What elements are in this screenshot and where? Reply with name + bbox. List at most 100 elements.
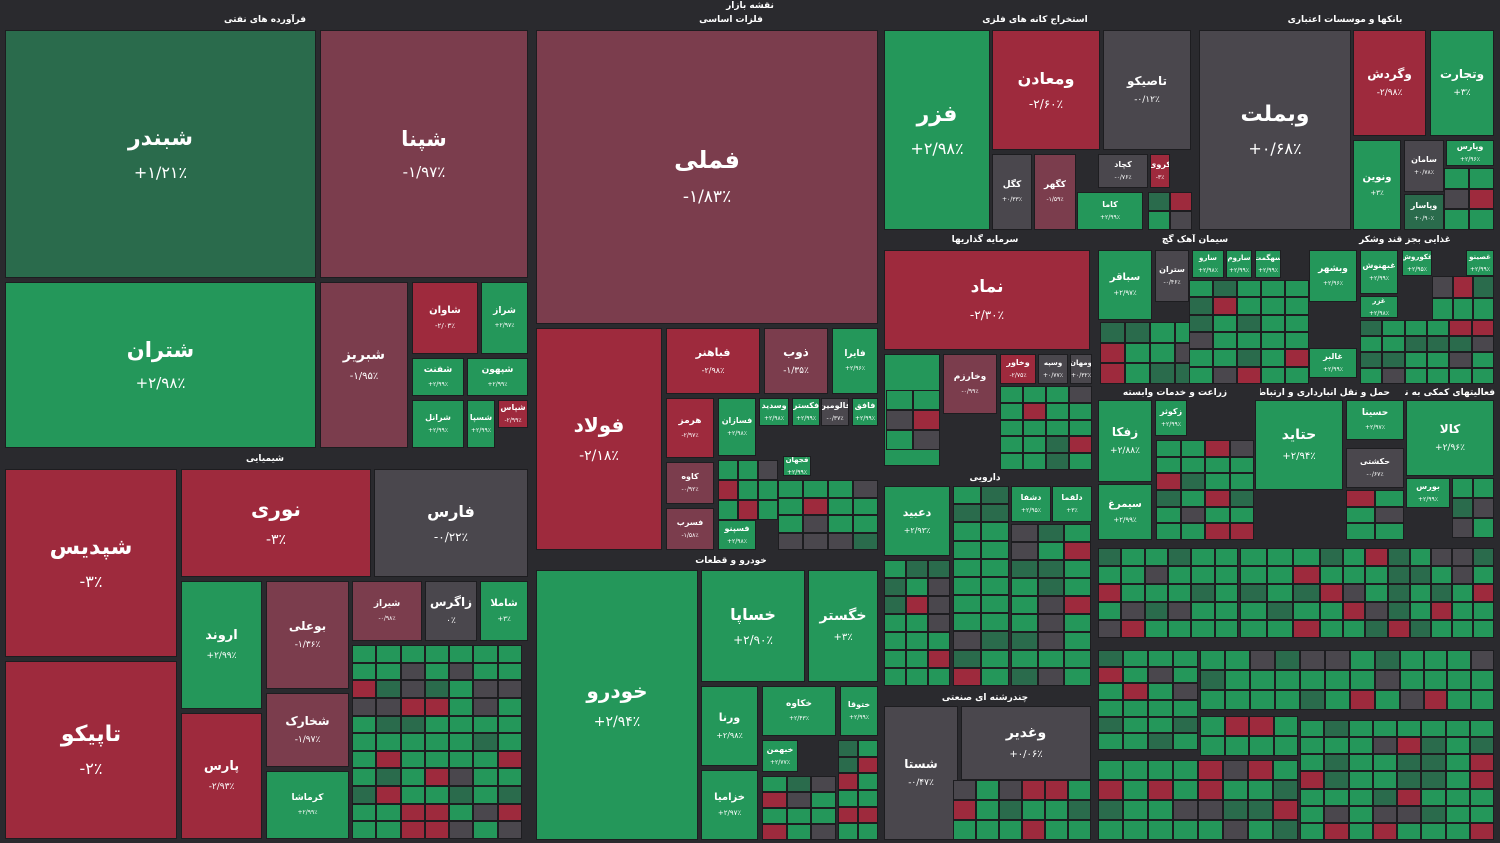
minor-stock-block[interactable]: [1431, 566, 1452, 584]
minor-stock-block[interactable]: [1400, 690, 1424, 710]
minor-stock-block[interactable]: [473, 733, 498, 751]
minor-stock-block[interactable]: [1200, 716, 1225, 736]
minor-stock-block[interactable]: [1168, 602, 1192, 620]
minor-stock-block[interactable]: [1397, 788, 1422, 806]
minor-stock-block[interactable]: [1173, 683, 1198, 700]
minor-stock-block[interactable]: [1022, 820, 1045, 840]
minor-stock-block[interactable]: [376, 715, 401, 734]
minor-stock-block[interactable]: [1064, 578, 1091, 596]
minor-stock-block[interactable]: [1148, 192, 1170, 211]
minor-stock-block[interactable]: [1375, 670, 1400, 690]
minor-stock-block[interactable]: [1064, 560, 1091, 578]
minor-stock-block[interactable]: [1068, 800, 1091, 820]
minor-stock-block[interactable]: [424, 715, 450, 734]
minor-stock-block[interactable]: [1266, 566, 1294, 584]
stock-tile[interactable]: بوعلی -۱/۳۶٪: [266, 581, 349, 689]
minor-stock-block[interactable]: [1261, 314, 1285, 332]
minor-stock-block[interactable]: [1261, 332, 1285, 350]
minor-stock-block[interactable]: [497, 750, 522, 769]
minor-stock-block[interactable]: [1098, 548, 1122, 566]
minor-stock-block[interactable]: [1471, 352, 1494, 368]
minor-stock-block[interactable]: [1224, 716, 1249, 736]
minor-stock-block[interactable]: [1387, 620, 1410, 638]
minor-stock-block[interactable]: [1266, 620, 1294, 638]
stock-tile[interactable]: فسرب -۱/۵۸٪: [666, 508, 714, 550]
stock-tile[interactable]: شفنت +۲/۹۹٪: [412, 358, 464, 396]
stock-tile[interactable]: وخاور -۲/۷۵٪: [1000, 354, 1036, 384]
minor-stock-block[interactable]: [1410, 620, 1431, 638]
minor-stock-block[interactable]: [352, 715, 377, 734]
minor-stock-block[interactable]: [449, 645, 474, 663]
stock-tile[interactable]: شراز +۲/۹۷٪: [481, 282, 528, 354]
stock-tile[interactable]: فافق +۲/۹۹٪: [852, 398, 878, 426]
minor-stock-block[interactable]: [1189, 349, 1213, 367]
minor-stock-block[interactable]: [1473, 478, 1494, 498]
minor-stock-block[interactable]: [400, 821, 425, 839]
minor-stock-block[interactable]: [352, 697, 377, 716]
minor-stock-block[interactable]: [1473, 298, 1494, 320]
minor-stock-block[interactable]: [1121, 584, 1145, 602]
minor-stock-block[interactable]: [1191, 620, 1215, 638]
minor-stock-block[interactable]: [376, 680, 401, 698]
minor-stock-block[interactable]: [1452, 298, 1474, 320]
minor-stock-block[interactable]: [1452, 584, 1473, 602]
stock-tile[interactable]: دشفا +۲/۹۵٪: [1011, 486, 1051, 522]
minor-stock-block[interactable]: [853, 497, 878, 515]
minor-stock-block[interactable]: [473, 697, 498, 716]
minor-stock-block[interactable]: [858, 790, 878, 807]
minor-stock-block[interactable]: [1200, 690, 1225, 710]
minor-stock-block[interactable]: [1150, 342, 1175, 364]
stock-tile[interactable]: فارس -۰/۲۲٪: [374, 469, 528, 577]
minor-stock-block[interactable]: [1372, 754, 1397, 772]
minor-stock-block[interactable]: [1372, 737, 1397, 755]
minor-stock-block[interactable]: [999, 780, 1022, 800]
minor-stock-block[interactable]: [1189, 314, 1213, 332]
minor-stock-block[interactable]: [906, 632, 928, 650]
minor-stock-block[interactable]: [1189, 297, 1213, 315]
minor-stock-block[interactable]: [1123, 760, 1148, 780]
minor-stock-block[interactable]: [1156, 473, 1181, 490]
stock-tile[interactable]: ومعادن -۲/۶۰٪: [992, 30, 1100, 150]
minor-stock-block[interactable]: [376, 750, 401, 769]
minor-stock-block[interactable]: [1261, 349, 1285, 367]
minor-stock-block[interactable]: [1237, 332, 1261, 350]
minor-stock-block[interactable]: [1098, 800, 1123, 820]
minor-stock-block[interactable]: [853, 532, 878, 550]
stock-tile[interactable]: حکشتی -۰/۶۷٪: [1346, 448, 1404, 488]
minor-stock-block[interactable]: [758, 500, 778, 520]
minor-stock-block[interactable]: [449, 803, 474, 822]
minor-stock-block[interactable]: [1037, 668, 1065, 686]
minor-stock-block[interactable]: [1452, 498, 1473, 518]
minor-stock-block[interactable]: [1387, 566, 1410, 584]
minor-stock-block[interactable]: [1229, 506, 1254, 524]
minor-stock-block[interactable]: [981, 595, 1009, 614]
minor-stock-block[interactable]: [828, 497, 853, 515]
minor-stock-block[interactable]: [376, 733, 401, 751]
minor-stock-block[interactable]: [449, 680, 474, 698]
minor-stock-block[interactable]: [906, 596, 928, 614]
minor-stock-block[interactable]: [762, 808, 787, 824]
minor-stock-block[interactable]: [473, 821, 498, 839]
minor-stock-block[interactable]: [1372, 805, 1397, 823]
minor-stock-block[interactable]: [1397, 822, 1422, 840]
minor-stock-block[interactable]: [1350, 690, 1375, 710]
minor-stock-block[interactable]: [1214, 566, 1238, 584]
minor-stock-block[interactable]: [928, 632, 950, 650]
minor-stock-block[interactable]: [376, 645, 401, 663]
minor-stock-block[interactable]: [786, 776, 812, 792]
minor-stock-block[interactable]: [1068, 780, 1091, 800]
minor-stock-block[interactable]: [1123, 683, 1148, 700]
stock-tile[interactable]: وسدید +۲/۹۸٪: [759, 398, 789, 426]
minor-stock-block[interactable]: [1148, 716, 1173, 734]
minor-stock-block[interactable]: [1069, 453, 1092, 470]
minor-stock-block[interactable]: [1325, 670, 1350, 690]
minor-stock-block[interactable]: [1452, 620, 1473, 638]
minor-stock-block[interactable]: [1011, 524, 1038, 542]
minor-stock-block[interactable]: [1285, 297, 1309, 315]
minor-stock-block[interactable]: [1237, 349, 1261, 367]
minor-stock-block[interactable]: [884, 560, 906, 578]
minor-stock-block[interactable]: [786, 792, 812, 808]
minor-stock-block[interactable]: [1471, 368, 1494, 384]
stock-tile[interactable]: غبهنوش +۲/۹۹٪: [1360, 250, 1398, 294]
minor-stock-block[interactable]: [1180, 506, 1205, 524]
